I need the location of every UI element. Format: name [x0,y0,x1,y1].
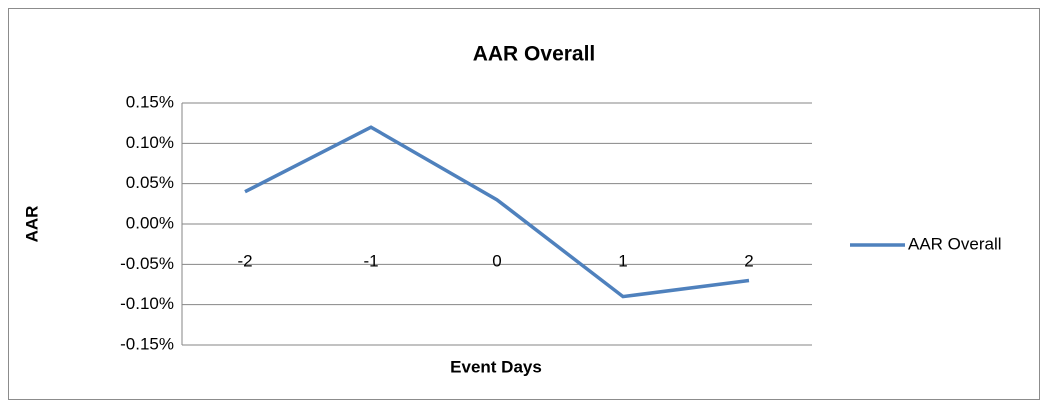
y-tick-label: 0.00% [126,213,174,232]
x-tick-label: 0 [492,251,501,270]
y-tick-label: 0.05% [126,173,174,192]
x-tick-label: 1 [618,251,627,270]
y-axis-title: AAR [22,206,41,243]
x-tick-label: 2 [744,251,753,270]
chart-border [8,8,1040,400]
y-tick-label: -0.10% [120,294,174,313]
x-tick-label: -1 [363,251,378,270]
legend-label: AAR Overall [908,234,1002,253]
y-tick-label: 0.15% [126,92,174,111]
data-line [244,125,750,299]
y-tick-label: 0.10% [126,133,174,152]
chart-title: AAR Overall [473,43,596,66]
x-tick-label: -2 [237,251,252,270]
y-tick-label: -0.05% [120,254,174,273]
y-tick-label: -0.15% [120,334,174,353]
x-axis-title: Event Days [450,357,542,376]
